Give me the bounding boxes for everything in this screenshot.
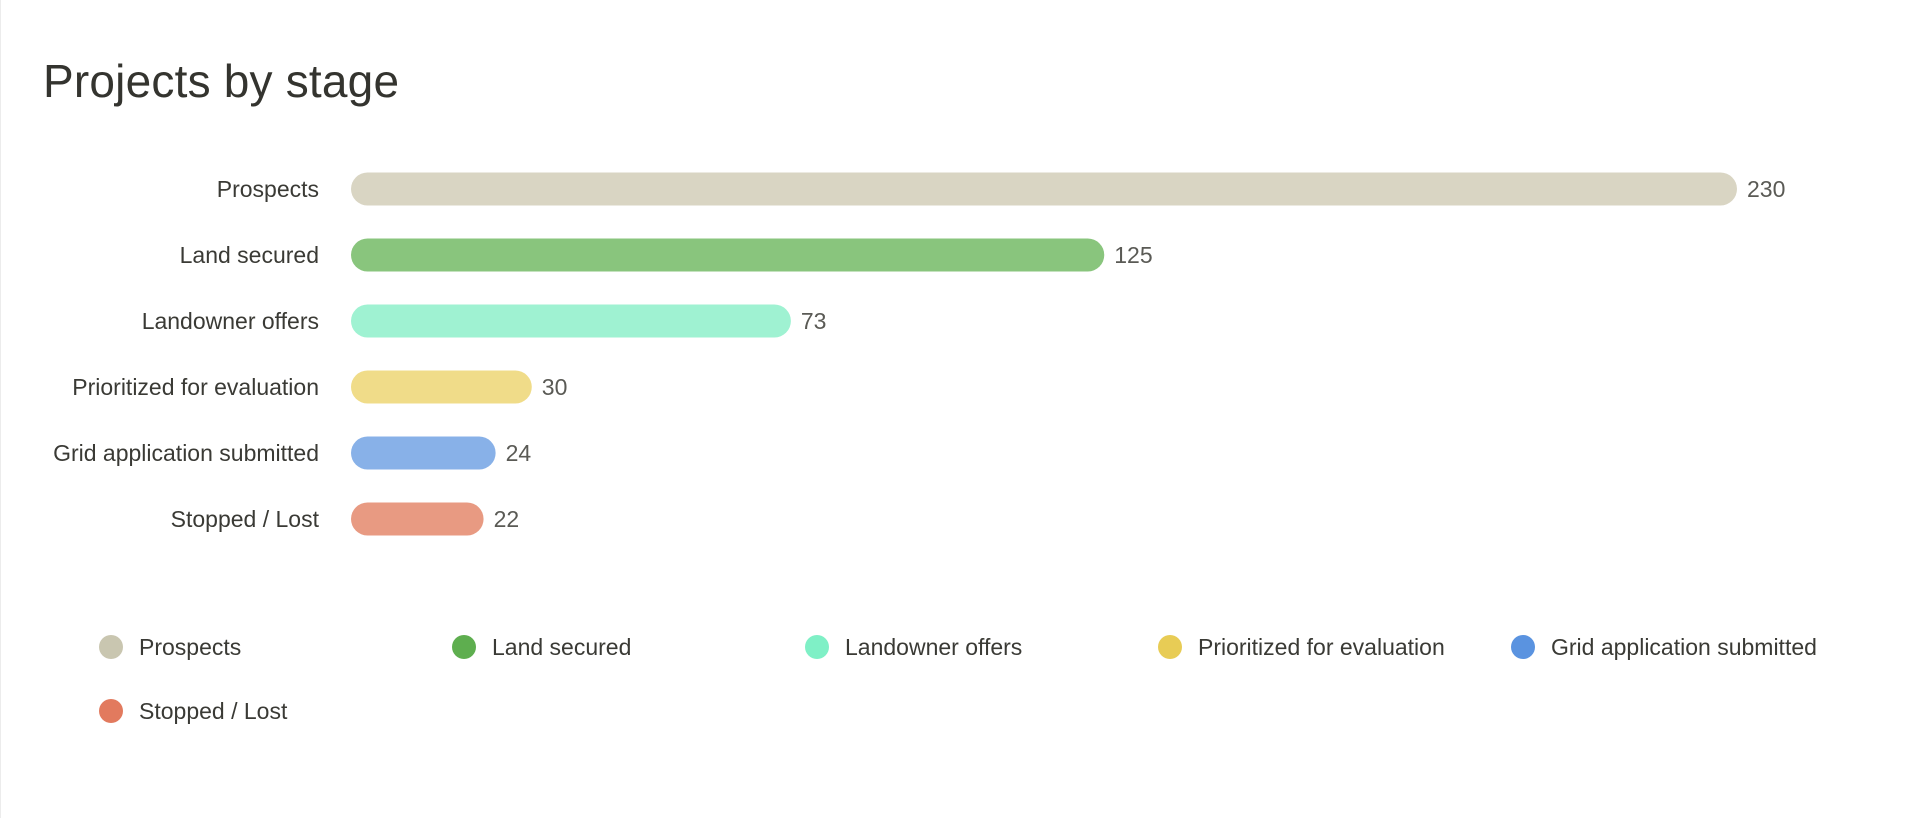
legend-swatch-icon	[99, 699, 123, 723]
category-label: Land secured	[180, 242, 319, 268]
legend-label: Grid application submitted	[1551, 633, 1817, 660]
legend-label: Land secured	[492, 633, 632, 660]
legend-label: Landowner offers	[845, 633, 1023, 660]
legend-item[interactable]: Grid application submitted	[1511, 630, 1864, 664]
legend-label: Prospects	[139, 633, 242, 660]
value-label: 73	[801, 308, 827, 334]
value-label: 22	[494, 506, 520, 532]
bar[interactable]	[351, 172, 1737, 206]
legend-item[interactable]: Landowner offers	[805, 630, 1158, 664]
category-label: Grid application submitted	[53, 440, 319, 466]
category-label: Stopped / Lost	[171, 506, 320, 532]
chart-legend: Prospects Land secured Landowner offers Pri…	[99, 630, 1879, 728]
bar[interactable]	[351, 502, 484, 536]
category-label: Prospects	[217, 176, 319, 202]
chart-title: Projects by stage	[43, 55, 400, 107]
bar[interactable]	[351, 370, 532, 404]
legend-swatch-icon	[805, 635, 829, 659]
value-label: 30	[542, 374, 568, 400]
bar[interactable]	[351, 436, 496, 470]
category-label: Landowner offers	[142, 308, 319, 334]
legend-item[interactable]: Land secured	[452, 630, 805, 664]
bar[interactable]	[351, 304, 791, 338]
legend-item[interactable]: Prospects	[99, 630, 452, 664]
legend-swatch-icon	[1158, 635, 1182, 659]
legend-swatch-icon	[1511, 635, 1535, 659]
value-label: 125	[1114, 242, 1152, 268]
legend-label: Prioritized for evaluation	[1198, 633, 1445, 660]
bar[interactable]	[351, 238, 1105, 272]
value-label: 230	[1747, 176, 1785, 202]
legend-item[interactable]: Prioritized for evaluation	[1158, 630, 1511, 664]
legend-label: Stopped / Lost	[139, 697, 288, 724]
legend-swatch-icon	[99, 635, 123, 659]
value-label: 24	[506, 440, 532, 466]
legend-swatch-icon	[452, 635, 476, 659]
bar-chart: Prospects 230 Land secured 125 Landowner off…	[53, 172, 1785, 536]
category-label: Prioritized for evaluation	[72, 374, 319, 400]
legend-item[interactable]: Stopped / Lost	[99, 694, 452, 728]
